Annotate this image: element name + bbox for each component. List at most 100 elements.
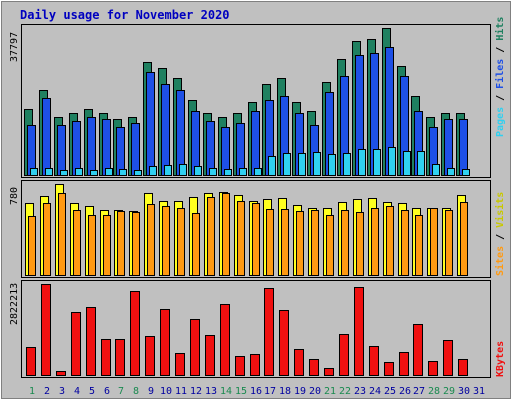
bar-sites-day-13 [207,197,215,276]
bar-sites-day-11 [177,208,185,276]
bar-sites-day-20 [311,210,319,276]
bar-kbytes-day-11 [175,353,185,376]
bar-kbytes-day-8 [130,291,140,376]
day-label-4: 4 [74,386,80,397]
day-label-18: 18 [279,386,291,397]
panel-max-visits: 780 [9,187,20,205]
legend-hits: Hits [494,17,506,41]
day-label-12: 12 [190,386,202,397]
day-label-19: 19 [294,386,306,397]
bar-sites-day-14 [222,193,230,276]
bar-pages-day-19 [298,153,306,176]
bar-sites-day-30 [460,202,468,276]
bar-pages-day-28 [432,164,440,176]
legend-files: Files [494,59,506,89]
bar-sites-day-18 [281,209,289,276]
day-label-16: 16 [250,386,262,397]
bar-sites-day-16 [252,203,260,276]
bar-kbytes-day-5 [86,307,96,376]
bar-kbytes-day-22 [339,334,349,376]
bar-pages-day-29 [447,168,455,176]
day-label-25: 25 [384,386,396,397]
bar-files-day-12 [191,111,200,176]
bar-sites-day-19 [296,211,304,276]
bar-kbytes-day-27 [413,324,423,376]
day-label-8: 8 [133,386,139,397]
day-label-20: 20 [309,386,321,397]
bar-files-day-13 [206,121,215,176]
bar-kbytes-day-16 [250,354,260,376]
day-label-29: 29 [443,386,455,397]
bar-files-day-2 [42,98,51,176]
bar-files-day-14 [221,127,230,176]
bar-sites-day-10 [162,206,170,276]
bar-kbytes-day-15 [235,356,245,376]
panel-max-hits: 37797 [9,32,20,62]
legend-sep-3: / [495,228,506,246]
day-label-28: 28 [428,386,440,397]
bar-files-day-16 [251,111,260,176]
day-label-13: 13 [205,386,217,397]
day-label-9: 9 [148,386,154,397]
bar-pages-day-18 [283,153,291,176]
bar-pages-day-8 [134,170,142,176]
bar-pages-day-15 [239,168,247,176]
day-label-26: 26 [399,386,411,397]
bar-kbytes-day-28 [428,361,438,376]
bar-kbytes-day-3 [56,371,66,376]
bar-sites-day-12 [192,213,200,276]
day-label-21: 21 [324,386,336,397]
bar-kbytes-day-19 [294,349,304,376]
bar-kbytes-day-25 [384,362,394,376]
bar-pages-day-24 [373,149,381,176]
bar-files-day-8 [131,123,140,176]
bar-sites-day-17 [266,209,274,276]
bar-sites-day-9 [147,204,155,276]
bar-sites-day-27 [415,215,423,276]
bar-pages-day-26 [403,151,411,176]
day-label-5: 5 [89,386,95,397]
bar-pages-day-20 [313,152,321,176]
legend-hits-files-pages: Pages / Files / Hits [494,17,506,137]
bar-pages-day-3 [60,170,68,176]
day-label-23: 23 [354,386,366,397]
bar-pages-day-21 [328,154,336,176]
bar-kbytes-day-29 [443,340,453,376]
bar-kbytes-day-13 [205,335,215,376]
bar-sites-day-22 [341,210,349,276]
bar-kbytes-day-10 [160,309,170,376]
day-label-6: 6 [104,386,110,397]
bar-kbytes-day-14 [220,304,230,376]
bar-kbytes-day-24 [369,346,379,376]
bar-pages-day-17 [268,156,276,176]
day-label-24: 24 [369,386,381,397]
day-label-17: 17 [264,386,276,397]
day-label-22: 22 [339,386,351,397]
day-label-27: 27 [413,386,425,397]
bar-sites-day-8 [132,212,140,276]
bar-pages-day-14 [224,169,232,176]
bar-files-day-9 [146,72,155,176]
chart-title: Daily usage for November 2020 [20,8,230,22]
bar-pages-day-23 [358,149,366,176]
bar-files-day-15 [236,123,245,176]
day-label-10: 10 [160,386,172,397]
bar-pages-day-6 [105,168,113,176]
bar-files-day-3 [57,125,66,176]
bar-files-day-30 [459,119,468,176]
legend-sep-1: / [495,89,506,107]
day-labels: 1 2 3 4 5 6 7 8 9 10 11 12 13 14 15 16 17 18 19 20 21 22 23 24 2… [29,386,485,397]
day-label-7: 7 [118,386,124,397]
bar-sites-day-1 [28,216,36,276]
bar-sites-day-23 [356,212,364,276]
bar-kbytes-day-7 [115,339,125,376]
bar-files-day-10 [161,84,170,176]
bar-sites-day-5 [88,215,96,276]
bar-sites-day-6 [103,215,111,276]
bar-files-day-5 [87,117,96,176]
panel-max-kbytes: 2822213 [9,283,20,325]
bar-pages-day-16 [254,168,262,176]
bar-sites-day-2 [43,203,51,276]
